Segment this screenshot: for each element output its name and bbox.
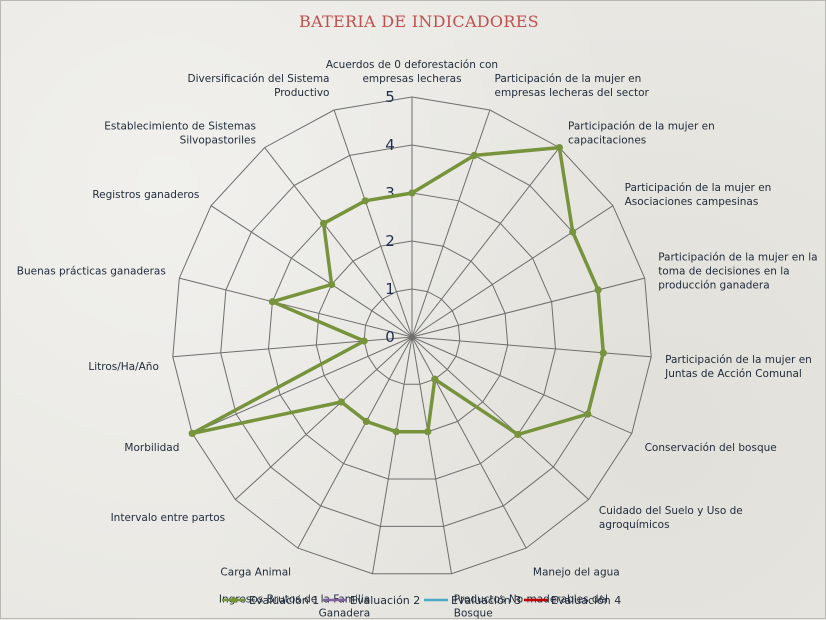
- category-label: Conservación del bosque: [645, 442, 777, 454]
- radial-axis-ticks: 0 1 2 3 4 5: [385, 88, 395, 346]
- radar-grid: [172, 96, 652, 575]
- axis-spoke: [411, 336, 652, 358]
- axis-spoke: [210, 205, 413, 338]
- axis-spoke: [191, 336, 413, 434]
- legend-label: Evaluación 4: [551, 594, 621, 607]
- tick-label: 5: [385, 88, 395, 106]
- axis-spoke: [179, 277, 413, 338]
- axis-spoke: [411, 147, 560, 338]
- category-label: Diversificación del Sistema Productivo: [188, 73, 330, 99]
- chart-title: BATERIA DE INDICADORES: [299, 12, 539, 31]
- tick-label: 2: [385, 232, 395, 250]
- data-point: [431, 375, 439, 383]
- data-point: [360, 337, 368, 345]
- category-label: Acuerdos de 0 deforestación con empresas …: [326, 59, 498, 85]
- data-point: [599, 349, 607, 357]
- series-line-1: [190, 145, 606, 437]
- axis-spoke: [172, 336, 413, 358]
- axis-spoke: [411, 336, 589, 500]
- tick-label: 3: [385, 184, 395, 202]
- data-point: [362, 417, 370, 425]
- axis-spoke: [411, 336, 527, 549]
- legend-label: Evaluación 2: [350, 594, 420, 607]
- category-label: Intervalo entre partos: [111, 512, 226, 524]
- data-point: [392, 428, 400, 436]
- data-point: [514, 430, 522, 439]
- data-point: [361, 197, 369, 205]
- grid-ring-3: [267, 192, 557, 480]
- axis-spoke: [264, 147, 413, 338]
- data-point: [408, 189, 416, 197]
- category-label: Participación de la mujer en la toma de d…: [658, 252, 817, 292]
- data-point: [320, 219, 328, 227]
- axis-spoke: [297, 336, 413, 549]
- legend: Evaluación 1 Evaluación 2 Evaluación 3 Eval…: [222, 594, 621, 607]
- grid-ring-5: [172, 96, 652, 575]
- axis-spoke: [411, 336, 452, 574]
- category-label: Buenas prácticas ganaderas: [17, 266, 166, 278]
- category-label: Registros ganaderos: [92, 189, 199, 201]
- axis-spoke: [411, 109, 491, 338]
- tick-label: 1: [385, 280, 395, 298]
- axis-spoke: [333, 109, 413, 338]
- axis-spoke: [411, 205, 614, 338]
- tick-label: 4: [385, 136, 395, 154]
- category-label: Litros/Ha/Año: [88, 361, 159, 373]
- category-label: Ingresos Brutos de la Familia Ganadera: [219, 594, 370, 620]
- category-label: Participación de la mujer en Asociaciones…: [625, 182, 772, 208]
- category-label: Establecimiento de Sistemas Silvopastoril…: [104, 121, 256, 147]
- axis-spoke: [372, 336, 413, 574]
- axis-spoke: [411, 336, 633, 434]
- data-point: [424, 428, 432, 436]
- data-point: [594, 286, 602, 294]
- data-series: [188, 144, 607, 439]
- category-label: Participación de la mujer en capacitacion…: [568, 121, 715, 147]
- data-point: [328, 280, 336, 289]
- category-label: Carga Animal: [220, 566, 291, 578]
- category-label: Morbilidad: [124, 442, 179, 454]
- category-label: Participación de la mujer en empresas lec…: [495, 73, 650, 99]
- legend-label: Evaluación 3: [451, 594, 521, 607]
- data-point: [337, 398, 345, 406]
- data-point: [188, 429, 196, 437]
- legend-marker: [231, 597, 237, 603]
- tick-label: 0: [385, 328, 395, 346]
- data-point: [555, 144, 564, 152]
- data-point: [569, 228, 577, 236]
- axis-spoke: [411, 277, 645, 338]
- category-label: Cuidado del Suelo y Uso de agroquímicos: [599, 505, 743, 531]
- axis-spoke: [235, 336, 413, 500]
- category-label: Participación de la mujer en Juntas de Ac…: [664, 354, 812, 380]
- legend-label: Evaluación 1: [249, 594, 319, 607]
- grid-ring-1: [363, 288, 461, 385]
- category-label: Manejo del agua: [533, 566, 620, 578]
- data-point: [584, 410, 592, 418]
- data-point: [268, 298, 276, 306]
- data-point: [470, 151, 478, 159]
- category-labels: Acuerdos de 0 deforestación con empresas …: [17, 59, 818, 620]
